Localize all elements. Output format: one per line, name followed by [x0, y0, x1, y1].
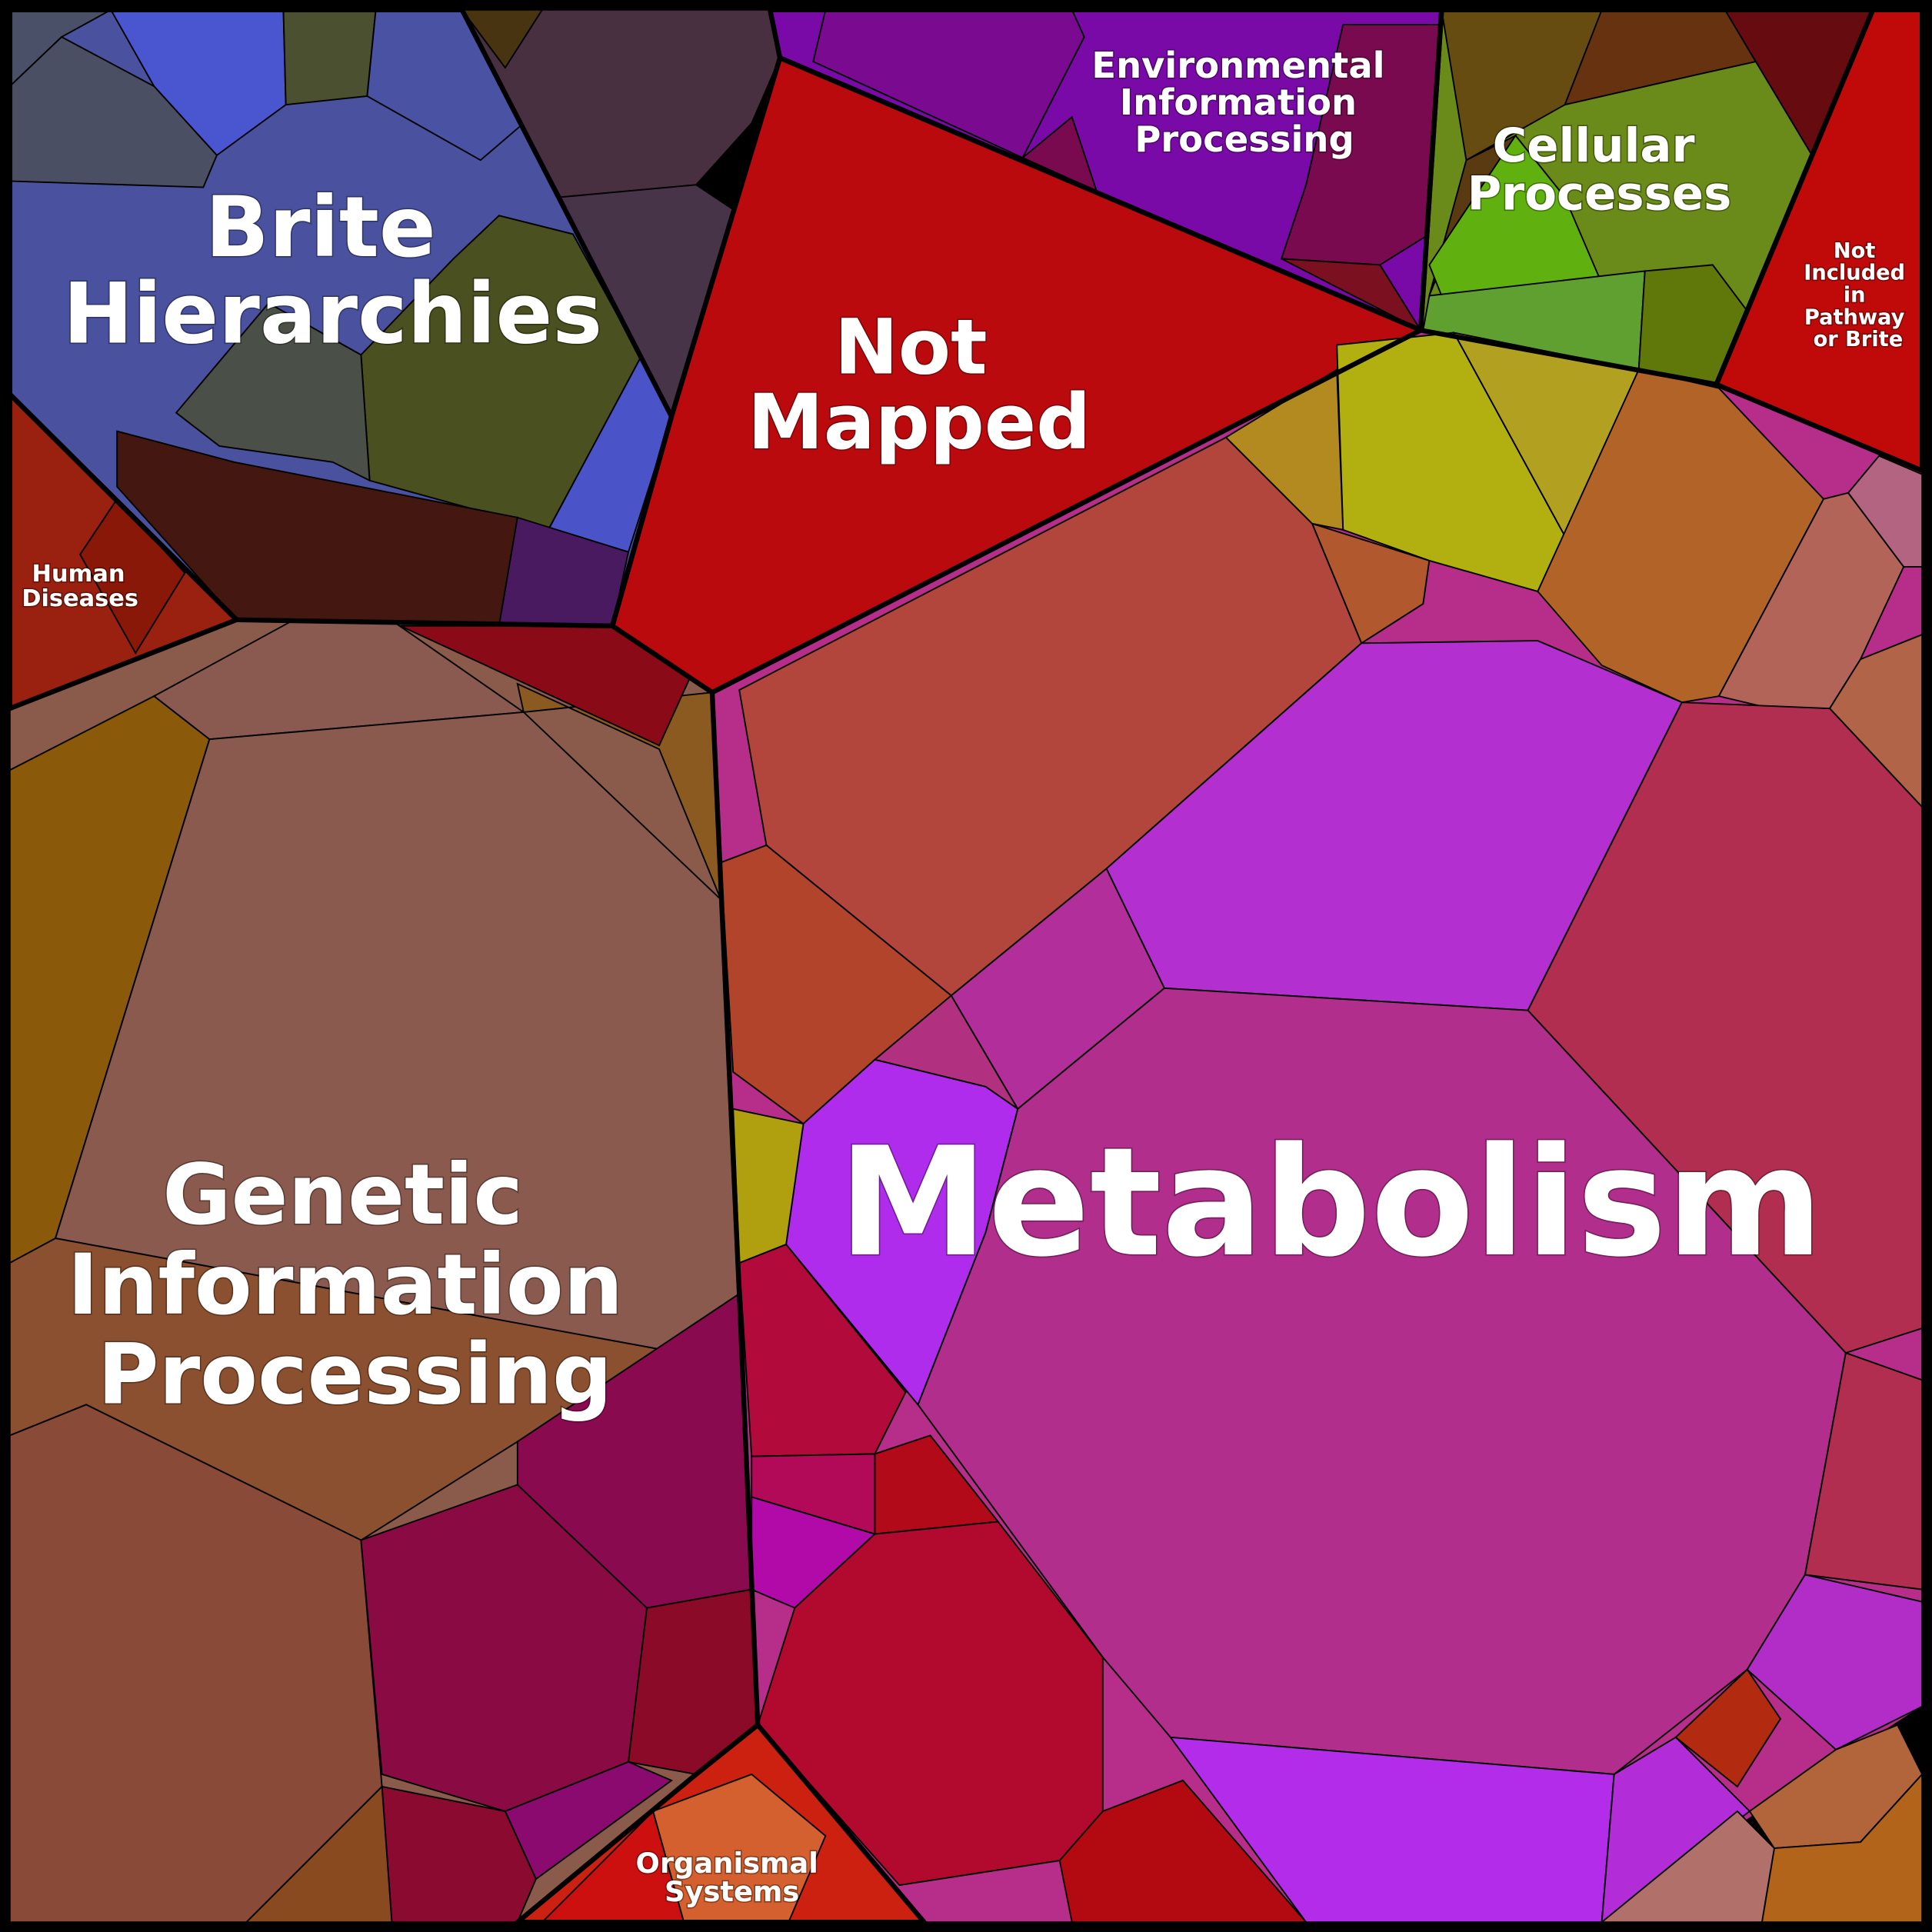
- region-label: Not Included in Pathway or Brite: [1804, 239, 1912, 351]
- region-label: Brite Hierarchies: [63, 178, 602, 362]
- label-line: Brite: [205, 178, 436, 276]
- label-line: Metabolism: [838, 1116, 1823, 1291]
- label-line: Mapped: [748, 378, 1091, 467]
- label-line: in: [1844, 284, 1866, 308]
- region-label: Metabolism: [838, 1116, 1823, 1291]
- region-label: Genetic Information Processing: [67, 1146, 652, 1424]
- label-line: Cellular: [1493, 118, 1695, 173]
- label-line: Hierarchies: [63, 265, 602, 362]
- label-line: Systems: [665, 1875, 799, 1908]
- label-line: Human: [32, 561, 125, 588]
- region-label: Human Diseases: [22, 561, 138, 612]
- label-line: Pathway: [1804, 305, 1905, 329]
- label-line: Not: [834, 303, 988, 391]
- region-label: Not Mapped: [748, 303, 1091, 467]
- label-line: Processing: [98, 1326, 612, 1424]
- label-line: Information: [1120, 82, 1357, 123]
- region-label: Environmental Information Processing: [1091, 45, 1397, 160]
- label-line: Processing: [1134, 118, 1354, 160]
- label-line: Processes: [1467, 166, 1732, 221]
- label-line: Included: [1804, 261, 1905, 285]
- label-line: or Brite: [1814, 328, 1904, 351]
- label-line: Not: [1834, 239, 1876, 263]
- label-line: Genetic: [162, 1146, 523, 1244]
- label-line: Organismal: [636, 1847, 818, 1880]
- label-line: Diseases: [22, 585, 138, 612]
- labels: Brite Hierarchies Not Mapped Environment…: [21, 43, 1912, 1909]
- region-label: Organismal Systems: [636, 1847, 828, 1908]
- label-line: Information: [67, 1236, 623, 1334]
- cells: [8, 8, 1924, 1924]
- region-label: Cellular Processes: [1467, 118, 1732, 221]
- label-line: Environmental: [1091, 45, 1384, 86]
